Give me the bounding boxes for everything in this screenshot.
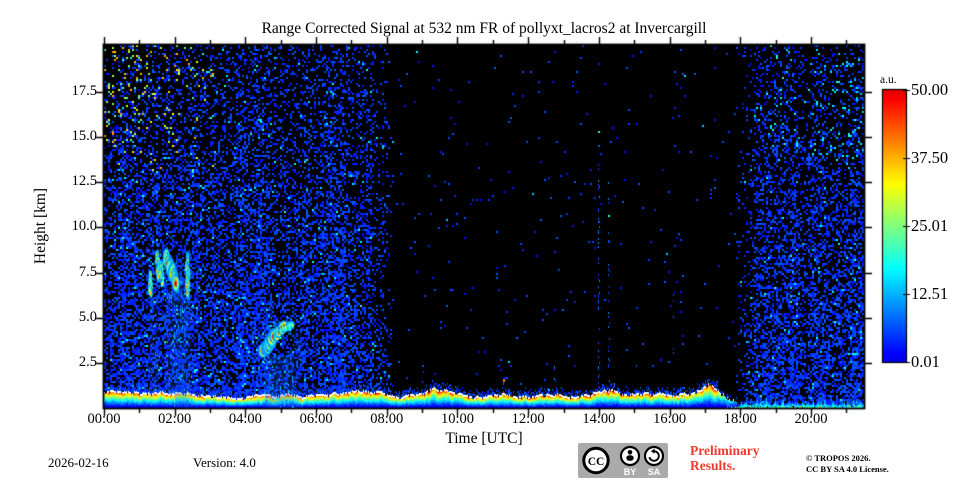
- x-tick-label: 08:00: [370, 411, 404, 427]
- x-tick-label: 16:00: [653, 411, 687, 427]
- svg-text:BY: BY: [624, 467, 637, 477]
- copyright-line-2: CC BY SA 4.0 License.: [806, 464, 889, 474]
- x-tick-label: 12:00: [511, 411, 545, 427]
- x-tick-label: 00:00: [87, 411, 121, 427]
- x-axis-label: Time [UTC]: [445, 430, 523, 447]
- by-icon: BY: [619, 445, 641, 477]
- svg-text:CC: CC: [588, 456, 605, 468]
- sa-icon: SA: [643, 445, 665, 477]
- cc-icon: CC: [582, 446, 610, 475]
- measurement-date: 2026-02-16: [48, 455, 109, 470]
- x-tick-label: 18:00: [723, 411, 757, 427]
- y-tick-label: 10.0: [71, 218, 97, 235]
- x-tick-label: 10:00: [440, 411, 474, 427]
- y-tick-label: 7.5: [78, 263, 97, 280]
- svg-text:SA: SA: [648, 467, 661, 477]
- colorbar-tick-label: 50.00: [911, 80, 949, 99]
- y-tick-label: 12.5: [71, 173, 97, 190]
- copyright-line-1: © TROPOS 2026.: [806, 453, 871, 463]
- preliminary-results-note: Preliminary Results.: [690, 443, 759, 473]
- y-tick-label: 2.5: [78, 353, 97, 370]
- copyright-note: © TROPOS 2026. CC BY SA 4.0 License.: [806, 453, 889, 475]
- version-label: Version: 4.0: [193, 455, 256, 470]
- x-tick-label: 06:00: [299, 411, 333, 427]
- colorbar-tick-label: 0.01: [911, 352, 940, 371]
- colorbar-unit-label: a.u.: [880, 74, 897, 86]
- x-tick-label: 04:00: [228, 411, 262, 427]
- x-tick-label: 02:00: [158, 411, 192, 427]
- y-tick-label: 17.5: [71, 82, 97, 99]
- y-tick-label: 15.0: [71, 128, 97, 145]
- x-tick-label: 20:00: [794, 411, 828, 427]
- colorbar-tick-label: 37.50: [911, 148, 949, 167]
- y-tick-label: 5.0: [78, 308, 97, 325]
- preliminary-line-2: Results.: [690, 458, 736, 473]
- x-tick-label: 14:00: [582, 411, 616, 427]
- preliminary-line-1: Preliminary: [690, 443, 760, 458]
- chart-title: Range Corrected Signal at 532 nm FR of p…: [261, 20, 707, 37]
- y-axis-label: Height [km]: [32, 187, 49, 265]
- colorbar-tick-label: 25.01: [911, 216, 949, 235]
- colorbar-tick-label: 12.51: [911, 284, 949, 303]
- cc-license-badge: CC BY SA: [578, 443, 668, 478]
